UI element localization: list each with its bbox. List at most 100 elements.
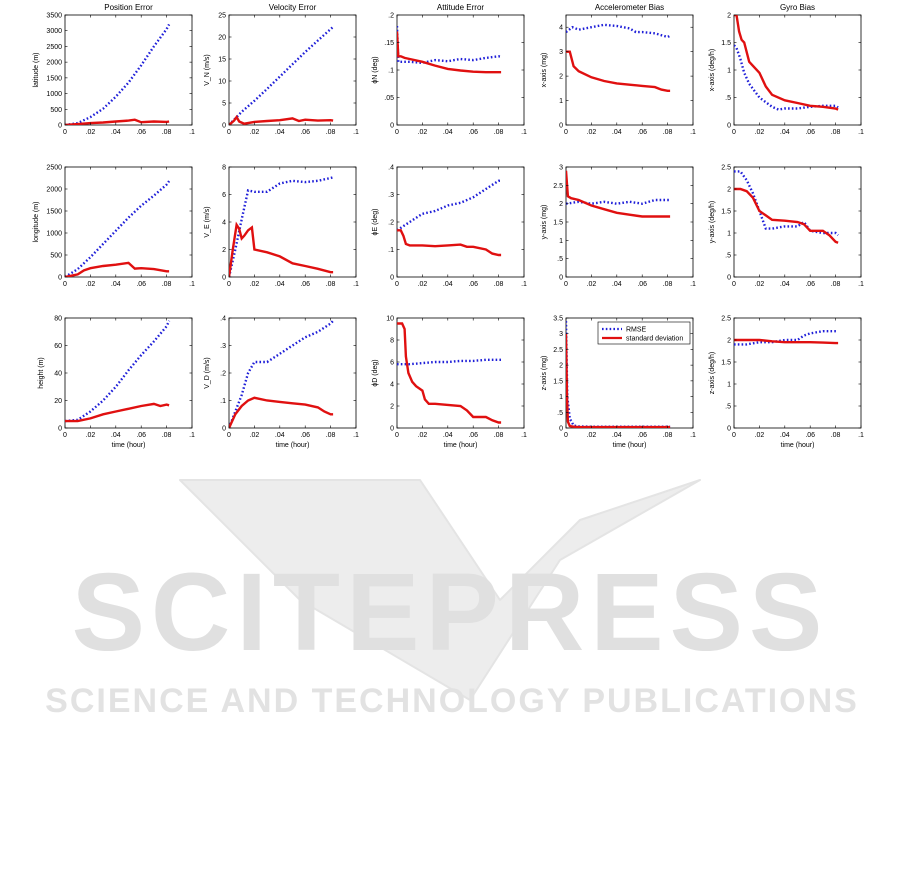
x-tick-label: 0 — [395, 129, 399, 136]
y-tick-label: 2 — [559, 201, 563, 208]
y-tick-label: 10 — [218, 79, 226, 86]
x-tick-label: .02 — [250, 432, 260, 439]
y-axis-label: y-axis (mg) — [541, 205, 548, 240]
rmse-series-line — [65, 23, 171, 125]
y-tick-label: 0 — [390, 123, 394, 130]
x-tick-label: .06 — [468, 432, 478, 439]
x-tick-label: .1 — [189, 432, 195, 439]
y-tick-label: .5 — [725, 404, 731, 411]
y-tick-label: 1 — [559, 98, 563, 105]
std-series-line — [229, 396, 334, 428]
x-tick-label: .1 — [690, 281, 696, 288]
x-tick-label: .06 — [637, 432, 647, 439]
y-tick-label: 2.5 — [553, 183, 563, 190]
subplot-title: Attitude Error — [437, 3, 484, 12]
x-tick-label: .04 — [780, 432, 790, 439]
y-tick-label: 4 — [390, 382, 394, 389]
x-tick-label: .02 — [86, 129, 96, 136]
x-tick-label: .1 — [189, 129, 195, 136]
axes-box — [733, 317, 862, 429]
y-tick-label: .4 — [220, 316, 226, 323]
std-series-line — [397, 229, 502, 257]
x-tick-label: .08 — [831, 281, 841, 288]
y-tick-label: .1 — [388, 247, 394, 254]
rmse-series-line — [734, 170, 839, 237]
x-tick-label: .02 — [418, 281, 428, 288]
std-series-line — [566, 50, 671, 93]
x-tick-label: .02 — [587, 432, 597, 439]
y-tick-label: 3 — [559, 331, 563, 338]
y-tick-label: 2 — [559, 74, 563, 81]
y-tick-label: 20 — [218, 35, 226, 42]
y-tick-label: 1.5 — [721, 40, 731, 47]
x-tick-label: .08 — [162, 432, 172, 439]
y-tick-label: 3500 — [46, 13, 62, 20]
axes-box — [228, 14, 357, 126]
std-series-line — [65, 402, 170, 423]
subplot-title: Velocity Error — [269, 3, 317, 12]
x-tick-label: .06 — [468, 129, 478, 136]
x-tick-label: .08 — [663, 432, 673, 439]
x-tick-label: .1 — [353, 432, 359, 439]
y-tick-label: .4 — [388, 165, 394, 172]
subplot: 0 .02 .04 .06 .08 .1 0 .5 1 1.5 2 2.5 time (hour) z-a… — [709, 316, 864, 450]
axes-box — [565, 166, 694, 278]
rmse-series-line — [229, 176, 334, 277]
x-tick-label: .08 — [831, 432, 841, 439]
x-tick-label: .04 — [111, 432, 121, 439]
y-tick-label: 0 — [222, 426, 226, 433]
y-tick-label: .5 — [557, 256, 563, 263]
axes-box — [396, 166, 525, 278]
x-tick-label: .06 — [136, 129, 146, 136]
std-series-line — [734, 187, 839, 244]
subplot: 0 .02 .04 .06 .08 .1 0 1 2 3 4 Accelerometer Bias x-… — [541, 3, 696, 136]
y-tick-label: 2 — [222, 247, 226, 254]
x-tick-label: .02 — [755, 281, 765, 288]
rmse-series-line — [734, 330, 839, 346]
rmse-series-line — [397, 358, 502, 366]
x-tick-label: .06 — [136, 432, 146, 439]
y-tick-label: 0 — [58, 123, 62, 130]
rmse-series-line — [229, 25, 334, 125]
x-tick-label: .08 — [663, 129, 673, 136]
rmse-series-line — [566, 23, 671, 39]
y-axis-label: latitude (m) — [33, 52, 40, 87]
x-axis-label: time (hour) — [613, 442, 647, 449]
y-axis-label: height (m) — [38, 357, 45, 389]
axes-box — [64, 14, 193, 126]
legend-entry-label: standard deviation — [626, 336, 683, 343]
axes-box — [64, 166, 193, 278]
std-series-line — [734, 338, 839, 345]
y-tick-label: 1.5 — [553, 378, 563, 385]
y-tick-label: 1 — [559, 394, 563, 401]
y-axis-label: V_D (m/s) — [204, 357, 211, 389]
y-tick-label: 1000 — [46, 231, 62, 238]
std-series-line — [229, 221, 334, 277]
y-axis-label: ϕN (deg) — [372, 56, 379, 83]
x-tick-label: .08 — [326, 129, 336, 136]
y-tick-label: 4 — [559, 25, 563, 32]
x-tick-label: .06 — [805, 281, 815, 288]
y-tick-label: 1 — [727, 231, 731, 238]
std-series-line — [65, 261, 170, 277]
subplot: 0 .02 .04 .06 .08 .1 0 5 10 15 20 25 Velocity Error V… — [204, 3, 359, 136]
y-tick-label: 0 — [390, 275, 394, 282]
axes-box — [64, 317, 193, 429]
x-tick-label: .04 — [612, 432, 622, 439]
subplot-title: Position Error — [104, 3, 153, 12]
x-tick-label: .02 — [86, 432, 96, 439]
axes-box — [228, 166, 357, 278]
y-tick-label: 60 — [54, 343, 62, 350]
x-tick-label: 0 — [63, 281, 67, 288]
x-tick-label: .1 — [858, 281, 864, 288]
y-tick-label: 15 — [218, 57, 226, 64]
subplot: 0 .02 .04 .06 .08 .1 0 20 40 60 80 time (hour) heigh… — [38, 316, 195, 450]
y-tick-label: 2.5 — [721, 165, 731, 172]
x-tick-label: .1 — [521, 281, 527, 288]
x-tick-label: .06 — [300, 129, 310, 136]
x-tick-label: .04 — [275, 281, 285, 288]
x-tick-label: .02 — [755, 432, 765, 439]
y-tick-label: 40 — [54, 371, 62, 378]
x-tick-label: .06 — [300, 432, 310, 439]
